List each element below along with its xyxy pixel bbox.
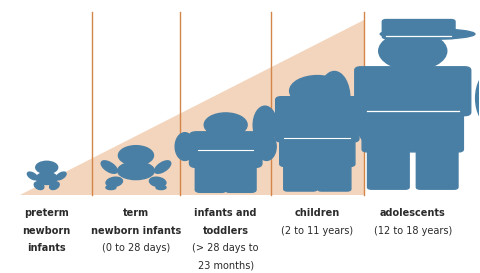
FancyBboxPatch shape (307, 98, 327, 109)
Text: 23 months): 23 months) (198, 260, 254, 270)
Ellipse shape (56, 172, 66, 180)
FancyBboxPatch shape (284, 159, 317, 191)
Ellipse shape (358, 106, 382, 144)
Text: infants and: infants and (194, 209, 257, 218)
Polygon shape (21, 20, 364, 195)
FancyBboxPatch shape (276, 97, 359, 142)
Circle shape (204, 113, 247, 137)
FancyBboxPatch shape (225, 158, 256, 192)
FancyBboxPatch shape (318, 159, 351, 191)
Text: (0 to 28 days): (0 to 28 days) (102, 243, 170, 253)
FancyBboxPatch shape (416, 145, 458, 189)
Ellipse shape (34, 182, 44, 189)
FancyBboxPatch shape (190, 132, 262, 167)
Text: (> 28 days to: (> 28 days to (192, 243, 259, 253)
Ellipse shape (27, 172, 37, 180)
Text: (12 to 18 years): (12 to 18 years) (373, 226, 452, 236)
Text: preterm: preterm (24, 209, 69, 218)
Circle shape (379, 32, 447, 70)
Ellipse shape (257, 133, 276, 161)
Text: adolescents: adolescents (380, 209, 445, 218)
Ellipse shape (101, 161, 117, 173)
Text: term: term (123, 209, 149, 218)
Circle shape (119, 146, 154, 165)
Ellipse shape (253, 106, 277, 144)
Ellipse shape (149, 177, 166, 187)
Text: children: children (295, 209, 340, 218)
Ellipse shape (156, 185, 166, 189)
Ellipse shape (380, 29, 475, 39)
Ellipse shape (36, 172, 57, 185)
FancyBboxPatch shape (368, 145, 409, 189)
FancyBboxPatch shape (355, 67, 471, 116)
FancyBboxPatch shape (217, 130, 234, 140)
FancyBboxPatch shape (382, 20, 455, 38)
FancyBboxPatch shape (195, 158, 226, 192)
Text: infants: infants (27, 243, 66, 253)
FancyBboxPatch shape (204, 132, 247, 153)
Circle shape (289, 76, 345, 106)
Ellipse shape (175, 133, 194, 161)
Text: newborn infants: newborn infants (91, 226, 181, 236)
Text: newborn: newborn (23, 226, 71, 236)
Ellipse shape (319, 72, 350, 125)
Circle shape (36, 161, 58, 174)
FancyBboxPatch shape (280, 133, 355, 167)
FancyBboxPatch shape (362, 107, 463, 152)
Text: toddlers: toddlers (203, 226, 249, 236)
Ellipse shape (106, 185, 116, 189)
FancyBboxPatch shape (401, 59, 424, 73)
Ellipse shape (49, 182, 59, 189)
Ellipse shape (118, 162, 155, 180)
Text: (2 to 11 years): (2 to 11 years) (281, 226, 353, 236)
Ellipse shape (476, 72, 480, 125)
Ellipse shape (106, 177, 122, 187)
Ellipse shape (155, 161, 171, 173)
